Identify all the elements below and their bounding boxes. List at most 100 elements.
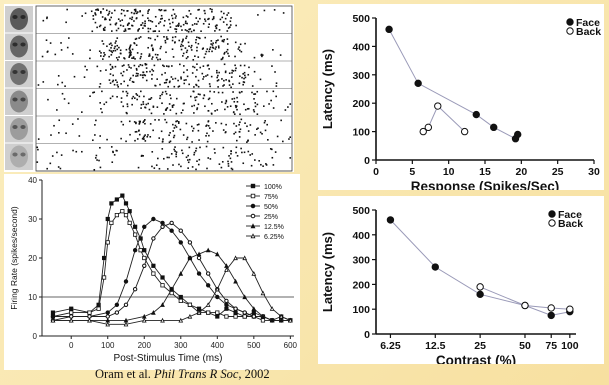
spike-dot [60,49,63,51]
spike-dot [161,148,164,150]
spike-dot [123,30,126,33]
legend-label: 100% [264,184,282,191]
spike-dot [174,150,176,152]
spike-dot [208,68,210,70]
data-point [233,310,238,315]
spike-dot [65,132,67,135]
legend-label: Back [576,26,601,38]
spike-dot [234,69,237,72]
data-point [385,25,393,34]
spike-dot [233,97,236,100]
spike-dot [129,53,131,56]
spike-dot [256,113,259,115]
spike-dot [50,134,52,136]
spike-dot [158,119,160,121]
spike-dot [193,151,196,154]
spike-dot [289,157,292,159]
spike-dot [235,151,237,154]
face-stimulus-image [5,88,33,115]
spike-dot [205,125,207,127]
data-point [169,291,174,296]
spike-dot [61,92,64,95]
spike-dot [119,52,122,55]
x-axis-label: Response (Spikes/Sec) [411,179,560,190]
spike-dot [136,94,139,96]
spike-dot [128,55,131,57]
spike-dot [131,97,134,100]
data-point [132,287,138,292]
spike-dot [133,12,135,15]
spike-dot [188,83,190,86]
series-back [419,102,469,136]
spike-dot [72,149,74,152]
spike-dot [207,98,210,101]
data-point [251,271,257,276]
spike-dot [227,165,230,167]
spike-dot [207,26,210,28]
spike-dot [260,53,263,56]
spike-dot [102,55,105,58]
spike-dot [165,121,168,124]
data-point [151,271,156,276]
spike-dot [241,76,243,79]
data-point [69,310,74,315]
spike-dot [144,106,146,109]
spike-dot [171,36,174,39]
spike-dot [81,111,83,113]
spike-dot [230,167,233,170]
spike-dot [145,67,148,69]
data-point [50,310,56,315]
data-point [142,224,147,229]
spike-dot [212,16,215,18]
spike-dot [168,156,170,159]
legend-marker [548,219,556,227]
data-point [133,224,138,229]
data-point [260,318,266,323]
spike-dot [108,12,110,15]
spike-dot [135,72,138,75]
spike-dot [92,139,94,142]
raster-row-spikes [47,90,292,116]
spike-dot [199,37,201,40]
spike-dot [184,22,187,24]
spike-dot [131,16,134,19]
spike-dot [230,150,232,152]
spike-dot [141,154,143,157]
spike-dot [210,113,213,115]
spike-dot [104,53,106,56]
spike-dot [211,102,213,105]
spike-dot [60,154,63,156]
spike-dot [106,45,108,48]
x-tick-label: 200 [138,341,152,350]
y-tick-label: 0 [364,155,370,167]
latency-response-chart: 0 100 200 300 400 500 0 5 10 15 20 25 30 Response (Sp… [320,13,601,190]
spike-dot [202,65,205,67]
data-point [566,305,574,313]
series-back [476,283,574,313]
spike-dot [179,128,182,131]
y-tick-label: 200 [352,279,370,291]
spike-dot [148,54,151,57]
spike-dot [108,49,111,52]
y-tick-label: 400 [352,41,370,53]
spike-dot [142,27,144,29]
spike-dot [197,20,199,23]
data-point [101,275,107,280]
spike-dot [221,161,224,163]
spike-dot [37,84,40,86]
spike-dot [71,53,74,55]
spike-dot [204,53,207,55]
spike-dot [153,30,156,33]
spike-dot [215,69,218,72]
spike-dot [58,131,60,134]
spike-dot [233,113,236,115]
spike-dot [164,39,167,42]
data-point [476,283,484,291]
spike-dot [115,56,118,59]
spike-dot [181,149,183,152]
spike-dot [183,65,185,67]
spike-dot [239,121,241,124]
raster-row-spikes [42,8,285,33]
spike-dot [101,90,103,93]
spike-dot [259,78,262,81]
